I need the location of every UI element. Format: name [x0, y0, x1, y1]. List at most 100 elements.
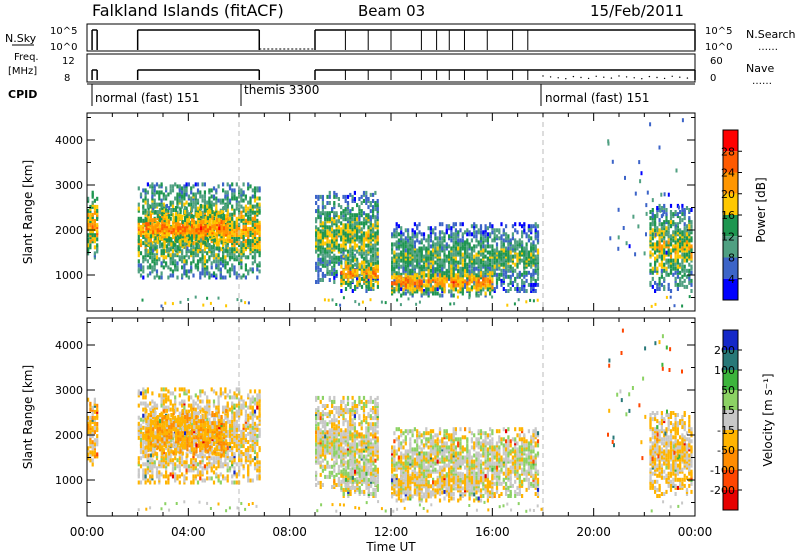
echo-cell: [439, 285, 441, 289]
echo-cell: [491, 285, 493, 289]
echo-cell: [425, 267, 427, 271]
echo-cell: [165, 481, 167, 485]
echo-cell: [145, 238, 147, 242]
echo-cell: [142, 462, 144, 466]
echo-cell: [659, 204, 661, 208]
echo-cell: [161, 472, 163, 476]
echo-cell: [195, 224, 197, 228]
echo-cell: [211, 195, 213, 199]
echo-cell: [159, 216, 161, 220]
echo-cell: [374, 231, 376, 235]
echo-cell: [686, 285, 688, 289]
echo-cell: [183, 188, 185, 192]
echo-cell: [349, 254, 351, 258]
sparse-echo: [629, 244, 631, 248]
echo-cell: [336, 211, 338, 215]
echo-cell: [437, 292, 439, 296]
echo-cell: [688, 251, 690, 255]
echo-cell: [659, 218, 661, 222]
echo-cell: [361, 195, 363, 199]
echo-cell: [441, 267, 443, 271]
echo-cell: [672, 259, 674, 263]
echo-cell: [317, 274, 319, 278]
echo-cell: [205, 216, 207, 220]
echo-cell: [374, 191, 376, 195]
echo-cell: [331, 217, 333, 221]
echo-cell: [345, 213, 347, 217]
echo-cell: [333, 280, 335, 284]
echo-cell: [661, 226, 663, 230]
echo-cell: [443, 238, 445, 242]
echo-cell: [656, 212, 658, 216]
echo-cell: [158, 474, 160, 478]
echo-cell: [416, 273, 418, 277]
echo-cell: [163, 456, 165, 460]
sparse-echo: [662, 212, 664, 216]
echo-cell: [679, 228, 681, 232]
echo-cell: [354, 213, 356, 217]
echo-cell: [140, 418, 142, 422]
echo-cell: [480, 271, 482, 275]
echo-cell: [670, 210, 672, 214]
echo-cell: [214, 232, 216, 236]
echo-cell: [528, 263, 530, 267]
echo-cell: [523, 271, 525, 275]
echo-cell: [523, 228, 525, 232]
echo-cell: [523, 247, 525, 251]
echo-cell: [336, 256, 338, 260]
echo-cell: [233, 243, 235, 247]
echo-cell: [688, 255, 690, 259]
echo-cell: [430, 251, 432, 255]
echo-cell: [462, 287, 464, 291]
echo-cell: [149, 255, 151, 259]
echo-cell: [352, 289, 354, 293]
echo-cell: [361, 221, 363, 225]
ground-scatter-cell: [514, 302, 516, 305]
sparse-echo: [655, 233, 657, 237]
echo-cell: [176, 408, 178, 412]
ground-scatter-cell: [343, 296, 345, 299]
echo-cell: [259, 209, 261, 213]
echo-cell: [358, 246, 360, 250]
echo-cell: [151, 470, 153, 474]
echo-cell: [225, 238, 227, 242]
echo-cell: [149, 251, 151, 255]
echo-cell: [211, 220, 213, 224]
echo-cell: [469, 275, 471, 279]
echo-cell: [138, 422, 140, 426]
echo-cell: [256, 219, 258, 223]
echo-cell: [478, 287, 480, 291]
echo-cell: [414, 244, 416, 248]
echo-cell: [186, 210, 188, 214]
echo-cell: [453, 287, 455, 291]
echo-cell: [688, 269, 690, 273]
echo-cell: [446, 273, 448, 277]
echo-cell: [439, 230, 441, 234]
echo-cell: [174, 462, 176, 466]
ground-scatter-cell: [525, 300, 527, 303]
echo-cell: [418, 240, 420, 244]
echo-cell: [405, 249, 407, 253]
echo-cell: [372, 254, 374, 258]
echo-cell: [365, 201, 367, 205]
echo-cell: [448, 265, 450, 269]
echo-cell: [459, 238, 461, 242]
echo-cell: [174, 253, 176, 257]
echo-cell: [225, 224, 227, 228]
echo-cell: [681, 208, 683, 212]
echo-cell: [471, 251, 473, 255]
echo-cell: [145, 197, 147, 201]
echo-cell: [688, 208, 690, 212]
nave-point: [611, 77, 612, 78]
echo-cell: [349, 229, 351, 233]
echo-cell: [329, 211, 331, 215]
echo-cell: [535, 228, 537, 232]
echo-cell: [482, 244, 484, 248]
echo-cell: [459, 279, 461, 283]
echo-cell: [361, 227, 363, 231]
echo-cell: [89, 408, 91, 412]
echo-cell: [485, 238, 487, 242]
echo-cell: [432, 240, 434, 244]
sparse-echo: [612, 160, 614, 164]
echo-cell: [356, 203, 358, 207]
